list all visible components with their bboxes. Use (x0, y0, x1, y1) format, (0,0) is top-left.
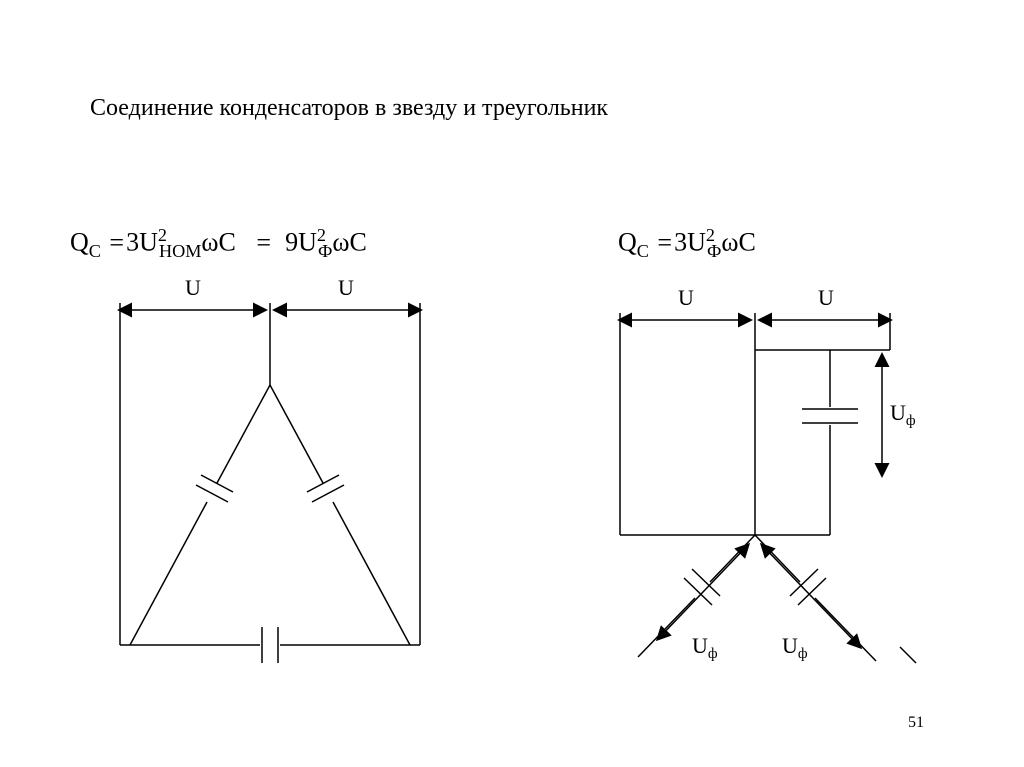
f-sub: C (89, 241, 101, 261)
u-label: U (338, 275, 354, 300)
f-var: U (139, 228, 158, 257)
f-eq: = (242, 228, 285, 257)
f-C: C (349, 228, 366, 257)
slide-title: Соединение конденсаторов в звезду и треу… (90, 95, 608, 122)
uf-label: Uф (692, 633, 718, 662)
formula-star: QC =3U2ФωC (618, 225, 756, 262)
f-omega: ω (332, 228, 349, 257)
f-omega: ω (721, 228, 738, 257)
page-number: 51 (908, 714, 924, 732)
f-omega: ω (201, 228, 218, 257)
uf-label: Uф (782, 633, 808, 662)
u-label: U (818, 285, 834, 310)
f-var: U (298, 228, 317, 257)
f-sub: НОМ (159, 241, 201, 261)
f-sub: C (637, 241, 649, 261)
formula-delta: QC =3U2НОМωC =9U2ФωC (70, 225, 367, 262)
diagram-star: U U Uф Uф Uф (600, 275, 930, 705)
f-eq: = (655, 228, 674, 257)
f-C: C (738, 228, 755, 257)
f-coef: 3 (674, 228, 687, 257)
f-var: Q (70, 228, 89, 257)
u-label: U (185, 275, 201, 300)
f-C: C (219, 228, 236, 257)
uf-label: Uф (890, 400, 916, 429)
f-var: U (687, 228, 706, 257)
f-var: Q (618, 228, 637, 257)
f-coef: 3 (126, 228, 139, 257)
f-eq: = (107, 228, 126, 257)
f-sub: Ф (707, 241, 721, 261)
f-coef: 9 (285, 228, 298, 257)
slide-page: Соединение конденсаторов в звезду и треу… (0, 0, 1024, 767)
f-sub: Ф (318, 241, 332, 261)
diagram-delta: U U (100, 275, 460, 685)
u-label: U (678, 285, 694, 310)
